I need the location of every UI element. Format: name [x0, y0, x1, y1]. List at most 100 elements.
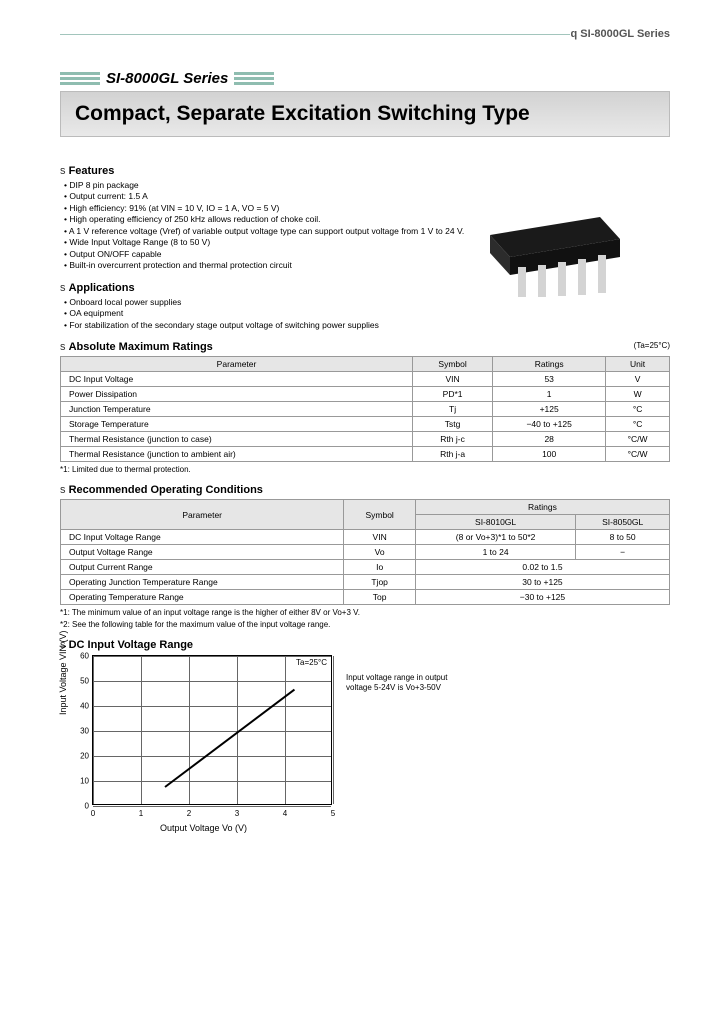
- chart-ytick: 30: [71, 727, 89, 736]
- table-cell: Operating Temperature Range: [61, 590, 344, 605]
- page-header-label: q SI-8000GL Series: [571, 28, 670, 40]
- table-cell: DC Input Voltage: [61, 372, 413, 387]
- stripe-left-icon: [60, 72, 100, 85]
- table-cell: °C/W: [606, 432, 670, 447]
- table-cell: °C: [606, 402, 670, 417]
- abs-max-table: ParameterSymbolRatingsUnit DC Input Volt…: [60, 356, 670, 462]
- chart-ylabel: Input Voltage VIN (V): [58, 631, 68, 716]
- series-title: SI-8000GL Series: [106, 70, 228, 87]
- table-row: Power DissipationPD*11W: [61, 387, 670, 402]
- rec-op-h-colb: SI-8050GL: [576, 515, 670, 530]
- table-cell: +125: [493, 402, 606, 417]
- table-cell: W: [606, 387, 670, 402]
- table-row: Storage TemperatureTstg−40 to +125°C: [61, 417, 670, 432]
- chart-xtick: 4: [283, 809, 287, 818]
- table-cell: Rth j-a: [413, 447, 493, 462]
- table-row: DC Input Voltage RangeVIN(8 or Vo+3)*1 t…: [61, 530, 670, 545]
- page-header-rule: [60, 34, 570, 35]
- table-cell: Top: [344, 590, 416, 605]
- chart-ytick: 10: [71, 777, 89, 786]
- rec-op-h-symbol: Symbol: [344, 500, 416, 530]
- table-cell: PD*1: [413, 387, 493, 402]
- table-row: Output Voltage RangeVo1 to 24−: [61, 545, 670, 560]
- chart-series-line: [164, 689, 295, 788]
- table-header: Unit: [606, 357, 670, 372]
- table-cell: Thermal Resistance (junction to ambient …: [61, 447, 413, 462]
- rec-op-h-cola: SI-8010GL: [415, 515, 575, 530]
- chart-ytick: 60: [71, 652, 89, 661]
- product-photo: [460, 200, 650, 320]
- chart-inline-note: Ta=25°C: [296, 658, 327, 667]
- chart-ytick: 40: [71, 702, 89, 711]
- stripe-right-icon: [234, 72, 274, 85]
- chart-ytick: 0: [71, 802, 89, 811]
- chart-title: DC Input Voltage Range: [60, 639, 670, 651]
- rec-op-section: Recommended Operating Conditions Paramet…: [60, 484, 670, 629]
- chart-xlabel: Output Voltage Vo (V): [160, 823, 247, 833]
- table-cell: Thermal Resistance (junction to case): [61, 432, 413, 447]
- table-row: Junction TemperatureTj+125°C: [61, 402, 670, 417]
- chart-xtick: 5: [331, 809, 335, 818]
- table-cell: (8 or Vo+3)*1 to 50*2: [415, 530, 575, 545]
- table-cell: °C: [606, 417, 670, 432]
- table-cell: Tj: [413, 402, 493, 417]
- table-cell: DC Input Voltage Range: [61, 530, 344, 545]
- table-cell: 53: [493, 372, 606, 387]
- chart-xtick: 0: [91, 809, 95, 818]
- features-title: Features: [60, 165, 670, 177]
- rec-op-table: Parameter Symbol Ratings SI-8010GL SI-80…: [60, 499, 670, 605]
- series-row: SI-8000GL Series: [60, 70, 670, 87]
- chart-xtick: 1: [139, 809, 143, 818]
- chart-ytick: 50: [71, 677, 89, 686]
- table-cell: 8 to 50: [576, 530, 670, 545]
- table-cell: Tstg: [413, 417, 493, 432]
- table-header: Symbol: [413, 357, 493, 372]
- table-cell: −30 to +125: [415, 590, 669, 605]
- chart-section: DC Input Voltage Range Input Voltage VIN…: [60, 639, 670, 805]
- table-cell: 30 to +125: [415, 575, 669, 590]
- table-cell: Power Dissipation: [61, 387, 413, 402]
- rec-op-h-param: Parameter: [61, 500, 344, 530]
- table-cell: Output Current Range: [61, 560, 344, 575]
- table-cell: Io: [344, 560, 416, 575]
- list-item: DIP 8 pin package: [64, 180, 670, 191]
- rec-op-h-ratings: Ratings: [415, 500, 669, 515]
- table-row: Output Current RangeIo0.02 to 1.5: [61, 560, 670, 575]
- banner-title: Compact, Separate Excitation Switching T…: [60, 91, 670, 137]
- table-row: Operating Junction Temperature RangeTjop…: [61, 575, 670, 590]
- table-cell: 100: [493, 447, 606, 462]
- table-cell: −40 to +125: [493, 417, 606, 432]
- table-header: Ratings: [493, 357, 606, 372]
- table-row: DC Input VoltageVIN53V: [61, 372, 670, 387]
- chart-plot-area: Ta=25°C 0102030405060012345: [92, 655, 332, 805]
- table-cell: 0.02 to 1.5: [415, 560, 669, 575]
- table-cell: Rth j-c: [413, 432, 493, 447]
- table-cell: 1: [493, 387, 606, 402]
- chart-ytick: 20: [71, 752, 89, 761]
- table-cell: −: [576, 545, 670, 560]
- abs-max-temp-note: (Ta=25°C): [634, 341, 670, 350]
- footnote: *2: See the following table for the maxi…: [60, 620, 670, 629]
- list-item: For stabilization of the secondary stage…: [64, 320, 670, 331]
- table-row: Operating Temperature RangeTop−30 to +12…: [61, 590, 670, 605]
- table-cell: Output Voltage Range: [61, 545, 344, 560]
- rec-op-title: Recommended Operating Conditions: [60, 484, 670, 496]
- abs-max-footnote: *1: Limited due to thermal protection.: [60, 465, 670, 474]
- table-cell: V: [606, 372, 670, 387]
- table-cell: VIN: [344, 530, 416, 545]
- table-cell: Junction Temperature: [61, 402, 413, 417]
- table-header: Parameter: [61, 357, 413, 372]
- table-cell: Vo: [344, 545, 416, 560]
- table-cell: Operating Junction Temperature Range: [61, 575, 344, 590]
- table-cell: 28: [493, 432, 606, 447]
- abs-max-section: (Ta=25°C) Absolute Maximum Ratings Param…: [60, 341, 670, 474]
- table-cell: Tjop: [344, 575, 416, 590]
- chart-xtick: 2: [187, 809, 191, 818]
- chart-xtick: 3: [235, 809, 239, 818]
- abs-max-title: Absolute Maximum Ratings: [60, 341, 670, 353]
- table-row: Thermal Resistance (junction to case)Rth…: [61, 432, 670, 447]
- table-row: Thermal Resistance (junction to ambient …: [61, 447, 670, 462]
- table-cell: 1 to 24: [415, 545, 575, 560]
- table-cell: °C/W: [606, 447, 670, 462]
- table-cell: Storage Temperature: [61, 417, 413, 432]
